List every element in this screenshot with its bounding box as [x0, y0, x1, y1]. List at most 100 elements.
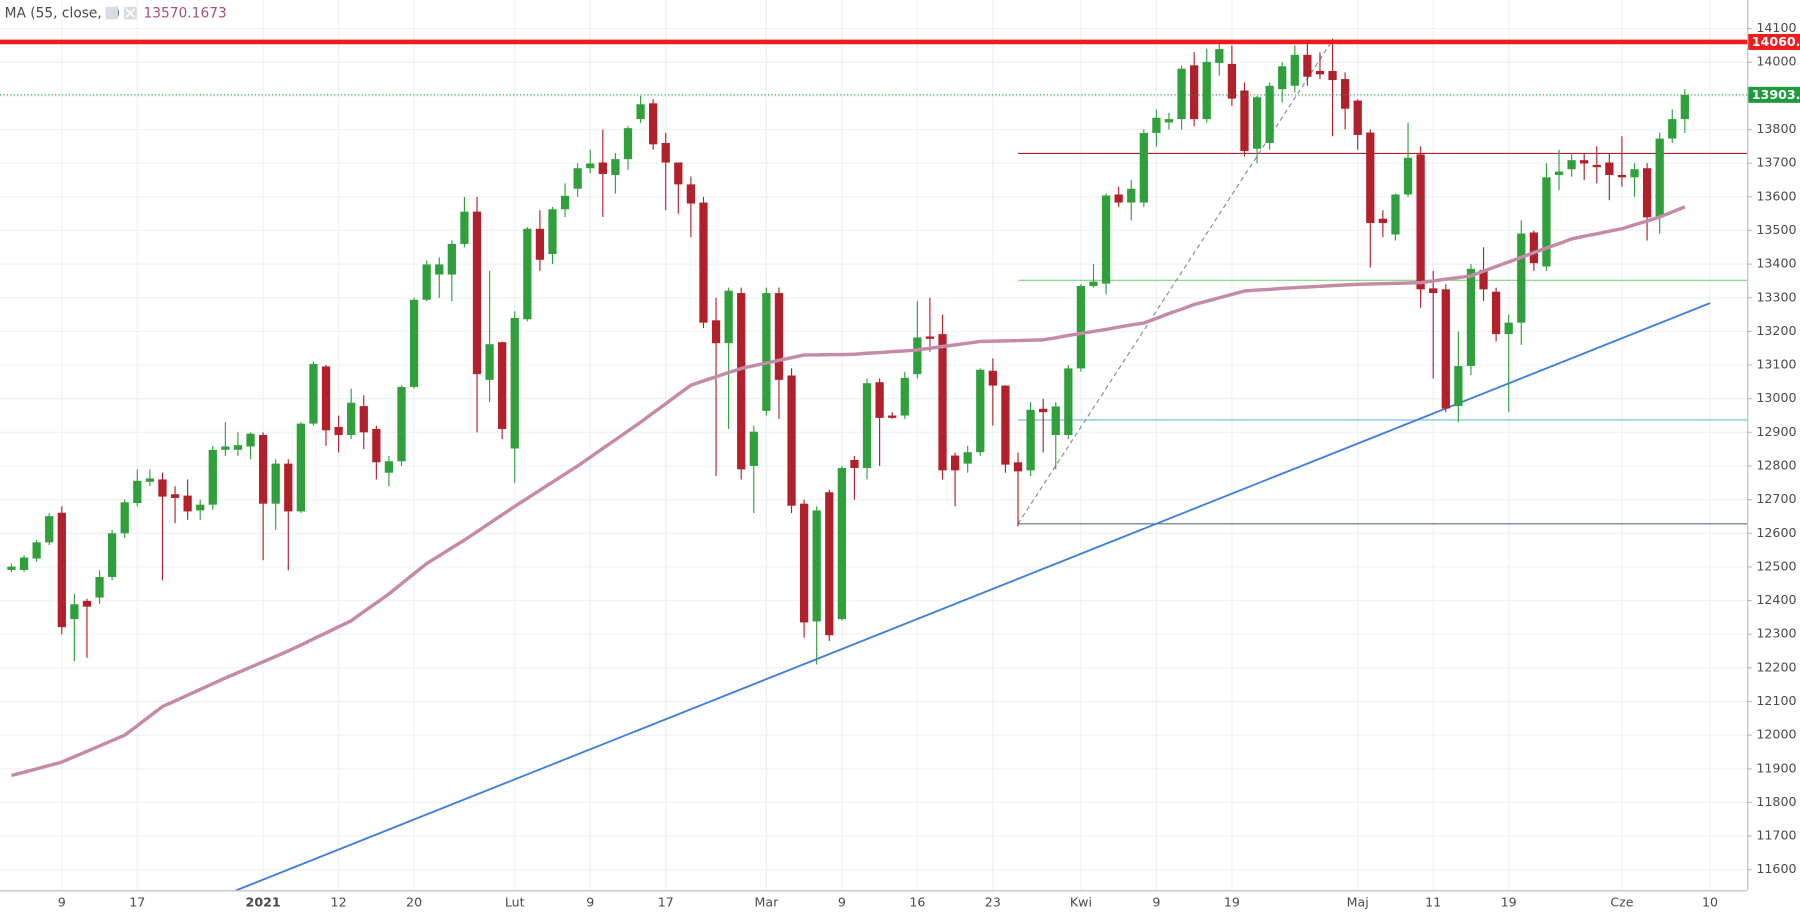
candle-body — [158, 479, 167, 497]
candle-body — [661, 142, 670, 163]
candle-body — [1403, 157, 1413, 195]
candle-body — [1164, 119, 1174, 123]
candle-body — [749, 431, 758, 466]
y-tick-label: 13200 — [1756, 323, 1796, 338]
candle-body — [7, 566, 16, 570]
candle-body — [1089, 281, 1098, 286]
candle-body — [825, 492, 834, 636]
x-tick-label: 11 — [1425, 894, 1441, 909]
indicator-value: 13570.1673 — [143, 6, 226, 22]
candle-body — [837, 468, 846, 620]
candle-body — [1630, 169, 1639, 178]
candle-body — [1580, 160, 1589, 164]
candle-body — [598, 162, 607, 174]
candle-body — [1051, 406, 1060, 436]
last-price-label: 13903.1 — [1752, 87, 1800, 102]
candle-body — [1139, 132, 1148, 203]
x-tick-label: Kwi — [1070, 894, 1092, 909]
candle-body — [875, 382, 884, 418]
x-tick-label: 20 — [406, 894, 422, 909]
x-tick-label: 10 — [1702, 894, 1718, 909]
settings-icon[interactable] — [105, 6, 119, 20]
candle-body — [284, 463, 293, 512]
x-tick-label: 19 — [1224, 894, 1240, 909]
candle-body — [334, 426, 343, 436]
candle-body — [888, 415, 897, 418]
candle-body — [372, 428, 381, 463]
price-label-box — [1748, 33, 1800, 50]
candle-body — [1252, 97, 1262, 149]
candle-body — [196, 504, 205, 511]
candle-body — [938, 334, 947, 471]
y-tick-label: 13800 — [1756, 121, 1796, 136]
candle-body — [1617, 174, 1627, 178]
candle-body — [32, 542, 41, 559]
candle-body — [799, 503, 809, 623]
candle-body — [1202, 61, 1211, 120]
candle-body — [359, 406, 368, 433]
candle-body — [560, 195, 570, 210]
candle-body — [787, 375, 796, 506]
candle-body — [1680, 94, 1689, 120]
candle-body — [472, 211, 482, 375]
candle-body — [460, 211, 469, 244]
x-tick-label: 17 — [129, 894, 145, 909]
candle-body — [221, 446, 230, 450]
candle-body — [1668, 119, 1677, 139]
candle-body — [108, 533, 117, 578]
candle-body — [70, 604, 79, 620]
candle-body — [397, 386, 406, 462]
candle-body — [1278, 66, 1287, 90]
candle-body — [649, 103, 658, 145]
candle-body — [762, 293, 771, 411]
candle-body — [1353, 100, 1362, 135]
candle-body — [925, 336, 935, 339]
candle-body — [1366, 132, 1375, 224]
candle-body — [409, 299, 419, 387]
candle-body — [1491, 291, 1501, 335]
candle-body — [774, 293, 784, 380]
candle-body — [1441, 289, 1450, 409]
x-tick-label: 9 — [586, 894, 594, 909]
y-tick-label: 13500 — [1756, 222, 1796, 237]
x-tick-label: 9 — [838, 894, 846, 909]
candle-body — [271, 463, 280, 504]
candle-body — [963, 452, 972, 464]
candle-body — [988, 370, 997, 386]
candle-body — [258, 435, 268, 504]
y-tick-label: 11700 — [1756, 828, 1796, 843]
x-tick-label: 16 — [909, 894, 925, 909]
x-tick-label: 2021 — [246, 894, 281, 909]
candle-body — [812, 510, 821, 622]
candle-body — [1429, 288, 1438, 294]
candle-body — [523, 228, 532, 320]
y-tick-label: 11900 — [1756, 760, 1796, 775]
indicator-name: MA (55, close, 0) — [5, 6, 121, 22]
candle-body — [1592, 164, 1601, 168]
candle-body — [699, 202, 708, 323]
y-tick-label: 12200 — [1756, 659, 1796, 674]
y-tick-label: 13300 — [1756, 289, 1796, 304]
candle-body — [233, 445, 243, 450]
candle-body — [1026, 409, 1035, 471]
x-tick-label: 23 — [985, 894, 1001, 909]
y-tick-label: 14100 — [1756, 20, 1796, 35]
price-label: 14060.3 — [1752, 34, 1800, 49]
candle-body — [1479, 269, 1488, 290]
x-tick-label: 17 — [658, 894, 674, 909]
y-tick-label: 12600 — [1756, 525, 1796, 540]
candle-body — [1215, 49, 1224, 63]
candle-body — [1076, 285, 1086, 369]
candle-body — [447, 243, 456, 275]
candle-body — [623, 128, 633, 160]
candle-body — [384, 461, 394, 473]
candle-body — [686, 184, 696, 204]
candle-body — [535, 228, 545, 260]
candle-body — [1064, 368, 1073, 436]
candle-body — [1039, 408, 1048, 413]
y-tick-label: 13100 — [1756, 357, 1796, 372]
candle-body — [862, 383, 872, 469]
y-tick-label: 13400 — [1756, 256, 1796, 271]
